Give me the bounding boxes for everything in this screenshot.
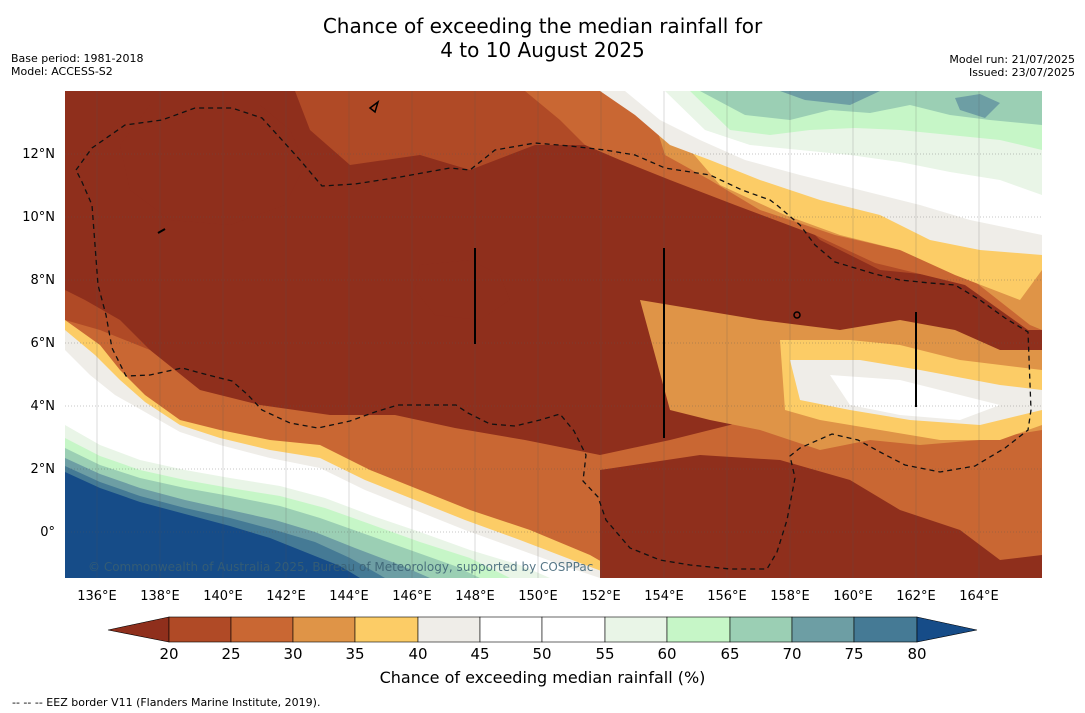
lat-label-6N: 6°N	[31, 336, 56, 351]
island-marker-east	[793, 311, 801, 319]
central-dark-region	[415, 260, 510, 320]
colorbar-tick-45: 45	[470, 645, 489, 663]
eez-border-dashed-path	[75, 107, 1032, 570]
lon-label-142E: 142°E	[266, 589, 306, 604]
lon-label-146E: 146°E	[392, 589, 432, 604]
lat-label-8N: 8°N	[31, 273, 56, 288]
eez-border-lines	[75, 100, 1032, 570]
map-gridlines	[65, 91, 1042, 578]
colorbar-tick-30: 30	[283, 645, 302, 663]
colorbar-title: Chance of exceeding median rainfall (%)	[379, 668, 706, 687]
lon-label-138E: 138°E	[140, 589, 180, 604]
colorbar-band-65-70	[729, 616, 793, 643]
colorbar-band-30-35	[292, 616, 356, 643]
lon-label-164E: 164°E	[959, 589, 999, 604]
colorbar-tick-40: 40	[408, 645, 427, 663]
map-title-line-2: 4 to 10 August 2025	[440, 38, 645, 62]
colorbar-low-arrow	[107, 616, 170, 643]
lat-label-2N: 2°N	[31, 462, 56, 477]
colorbar-band-55-60	[604, 616, 668, 643]
colorbar-band-75-80	[853, 616, 918, 643]
map-title: Chance of exceeding the median rainfall …	[0, 14, 1085, 62]
lon-label-140E: 140°E	[203, 589, 243, 604]
lon-label-162E: 162°E	[896, 589, 936, 604]
model-run-text: Model run: 21/07/2025	[949, 53, 1075, 66]
model-name-text: Model: ACCESS-S2	[11, 65, 113, 78]
colorbar-band-50-55	[541, 616, 606, 643]
northeast-dark-teal-region	[780, 91, 880, 105]
map-copyright-text: © Commonwealth of Australia 2025, Bureau…	[88, 560, 593, 574]
lon-label-160E: 160°E	[833, 589, 873, 604]
colorbar-tick-20: 20	[159, 645, 178, 663]
lat-label-12N: 12°N	[22, 147, 55, 162]
island-marker-north	[368, 100, 380, 114]
lon-label-154E: 154°E	[644, 589, 684, 604]
colorbar-tick-65: 65	[720, 645, 739, 663]
colorbar-tick-75: 75	[844, 645, 863, 663]
issued-date-text: Issued: 23/07/2025	[968, 66, 1075, 79]
rainfall-probability-field	[65, 91, 1042, 578]
lat-label-0: 0°	[40, 525, 55, 540]
colorbar-band-20-25	[168, 616, 232, 643]
northeast-dark-teal-spot	[955, 94, 1000, 118]
lon-label-152E: 152°E	[581, 589, 621, 604]
southeast-dark-region	[600, 455, 1042, 578]
colorbar-band-70-75	[791, 616, 855, 643]
longitude-labels: 136°E 138°E 140°E 142°E 144°E 146°E 148°…	[77, 589, 999, 604]
northwest-dark-region	[120, 105, 305, 225]
map-title-line-1: Chance of exceeding the median rainfall …	[322, 14, 763, 38]
colorbar-tick-55: 55	[595, 645, 614, 663]
lon-label-148E: 148°E	[455, 589, 495, 604]
lat-label-4N: 4°N	[31, 399, 56, 414]
colorbar-band-25-30	[230, 616, 294, 643]
southwest-dark-blue-region	[65, 472, 360, 578]
colorbar-tick-35: 35	[345, 645, 364, 663]
colorbar-band-40-45	[417, 616, 481, 643]
lon-label-158E: 158°E	[770, 589, 810, 604]
colorbar-high-arrow	[916, 616, 978, 643]
colorbar-band-45-50	[479, 616, 543, 643]
rainfall-colorbar: 20 25 30 35 40 45 50 55 60 65 70 75 80	[107, 616, 978, 663]
colorbar-tick-80: 80	[907, 645, 926, 663]
base-period-text: Base period: 1981-2018	[11, 52, 144, 65]
base-period-model-info: Base period: 1981-2018 Model: ACCESS-S2	[11, 52, 143, 78]
colorbar-tick-50: 50	[532, 645, 551, 663]
eez-border-footnote: -- -- -- EEZ border V11 (Flanders Marine…	[12, 696, 321, 709]
island-marker-west	[157, 228, 166, 234]
colorbar-tick-60: 60	[657, 645, 676, 663]
lon-label-156E: 156°E	[707, 589, 747, 604]
lon-label-144E: 144°E	[329, 589, 369, 604]
lon-label-136E: 136°E	[77, 589, 117, 604]
lon-label-150E: 150°E	[518, 589, 558, 604]
colorbar-tick-25: 25	[221, 645, 240, 663]
lat-label-10N: 10°N	[22, 210, 55, 225]
model-run-issued-info: Model run: 21/07/2025 Issued: 23/07/2025	[949, 53, 1075, 79]
colorbar-band-35-40	[354, 616, 419, 643]
colorbar-band-60-65	[666, 616, 731, 643]
colorbar-tick-70: 70	[782, 645, 801, 663]
latitude-labels: 12°N 10°N 8°N 6°N 4°N 2°N 0°	[22, 147, 55, 540]
